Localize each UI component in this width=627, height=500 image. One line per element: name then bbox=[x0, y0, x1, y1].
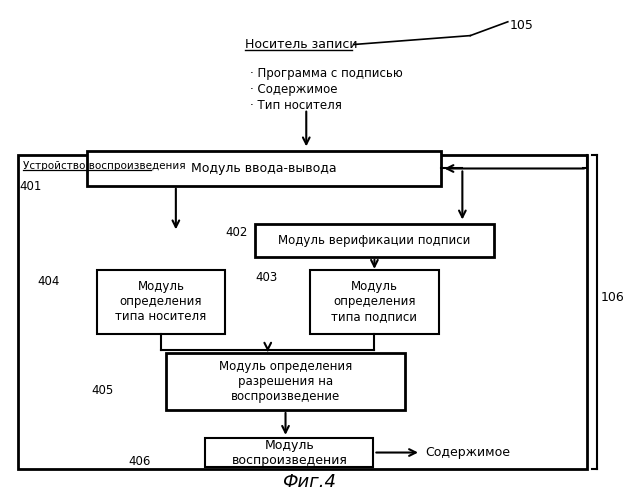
Text: 106: 106 bbox=[601, 291, 624, 304]
Text: Носитель записи: Носитель записи bbox=[245, 38, 357, 51]
Text: Устройство воспроизведения: Устройство воспроизведения bbox=[23, 161, 186, 171]
Bar bbox=[310, 270, 439, 334]
Text: Содержимое: Содержимое bbox=[425, 446, 510, 459]
Text: Модуль верификации подписи: Модуль верификации подписи bbox=[278, 234, 471, 247]
Bar bbox=[255, 224, 494, 257]
Text: 403: 403 bbox=[255, 271, 277, 284]
Text: Модуль
воспроизведения: Модуль воспроизведения bbox=[231, 438, 347, 466]
Bar bbox=[87, 151, 441, 186]
Bar bbox=[166, 352, 405, 410]
Bar bbox=[206, 438, 374, 468]
Text: · Тип носителя: · Тип носителя bbox=[250, 99, 342, 112]
Text: 105: 105 bbox=[510, 19, 534, 32]
Bar bbox=[97, 270, 225, 334]
Text: Модуль ввода-вывода: Модуль ввода-вывода bbox=[191, 162, 337, 175]
Text: 405: 405 bbox=[91, 384, 113, 397]
Text: 404: 404 bbox=[38, 275, 60, 288]
Text: Модуль определения
разрешения на
воспроизведение: Модуль определения разрешения на воспрои… bbox=[219, 360, 352, 403]
Text: · Содержимое: · Содержимое bbox=[250, 83, 337, 96]
Text: · Программа с подписью: · Программа с подписью bbox=[250, 67, 403, 80]
Bar bbox=[18, 155, 587, 470]
Text: 406: 406 bbox=[129, 455, 151, 468]
Text: 401: 401 bbox=[20, 180, 42, 192]
Text: Модуль
определения
типа носителя: Модуль определения типа носителя bbox=[115, 280, 207, 324]
Text: Модуль
определения
типа подписи: Модуль определения типа подписи bbox=[332, 280, 418, 324]
Text: Фиг.4: Фиг.4 bbox=[282, 473, 336, 491]
Text: 402: 402 bbox=[225, 226, 248, 238]
